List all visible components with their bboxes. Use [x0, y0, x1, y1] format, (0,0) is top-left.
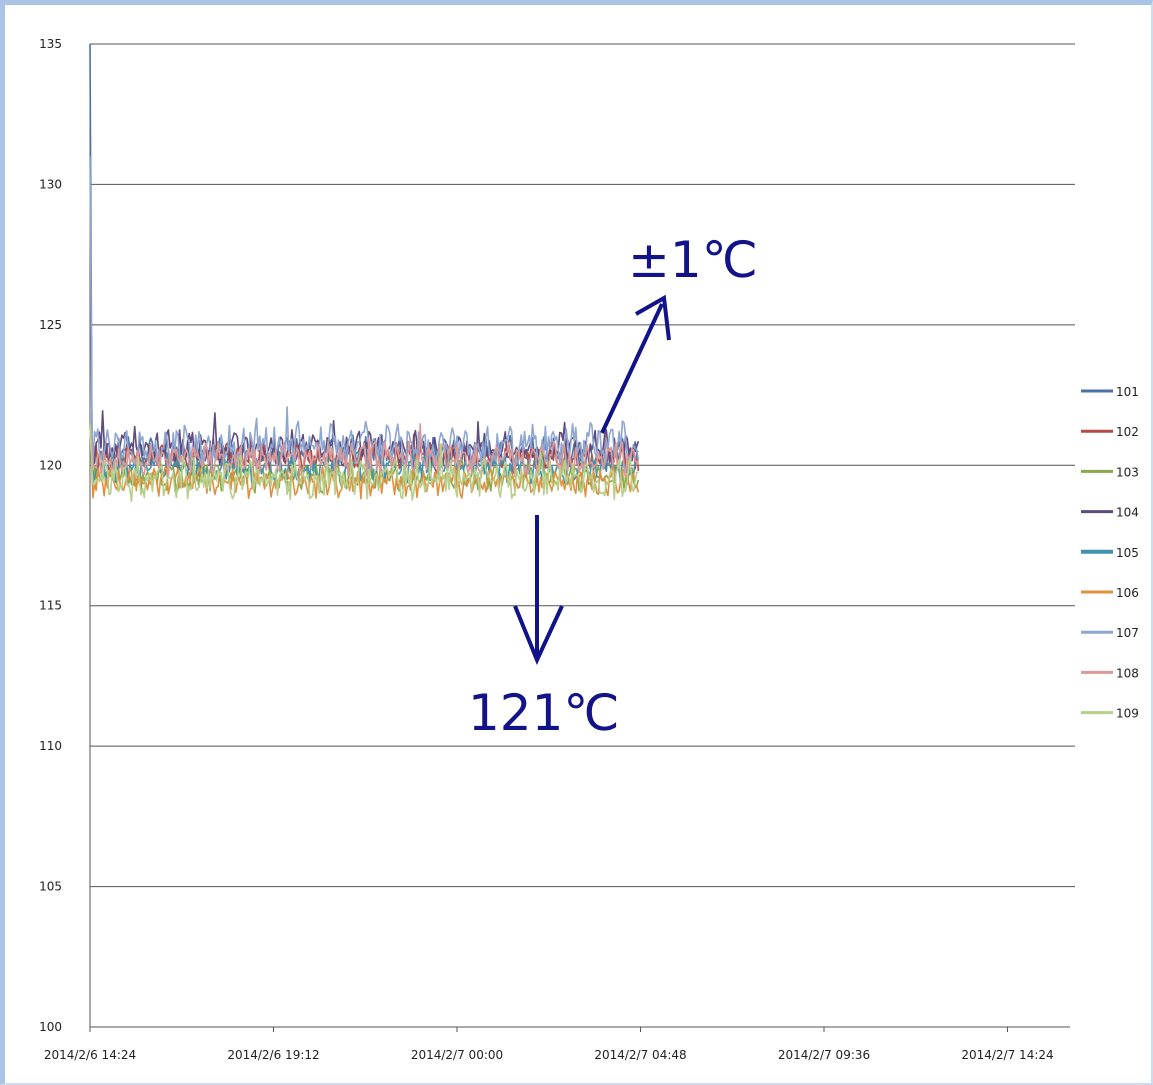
- x-tick-label: 2014/2/6 19:12: [227, 1048, 319, 1062]
- y-tick-label: 130: [39, 177, 62, 191]
- y-tick-label: 135: [39, 37, 62, 51]
- legend-label-107: 107: [1116, 626, 1139, 640]
- annotations: ±1℃ 121℃: [468, 231, 758, 742]
- x-tick-label: 2014/2/7 14:24: [961, 1048, 1053, 1062]
- y-tick-label: 110: [39, 739, 62, 753]
- y-tick-label: 105: [39, 880, 62, 894]
- down-arrow-head: [513, 605, 564, 666]
- y-tick-label: 120: [39, 458, 62, 472]
- axes: 100 105 110 115 120 125 130 135 2014/2/6 14:24 20…: [39, 37, 1070, 1062]
- legend-label-105: 105: [1116, 546, 1139, 560]
- y-tick-label: 125: [39, 318, 62, 332]
- setpoint-annotation: 121℃: [468, 684, 620, 742]
- legend-label-104: 104: [1116, 506, 1139, 520]
- series-line-107: [89, 156, 640, 472]
- series-line-109: [89, 423, 639, 503]
- x-tick-label: 2014/2/7 09:36: [778, 1048, 870, 1062]
- series-lines: [89, 43, 640, 503]
- series-line-101: [89, 43, 639, 474]
- legend-label-103: 103: [1116, 465, 1139, 479]
- legend-label-102: 102: [1116, 425, 1139, 439]
- series-line-108: [89, 423, 640, 479]
- y-tick-label: 100: [39, 1020, 62, 1034]
- legend-label-106: 106: [1116, 586, 1139, 600]
- legend-label-109: 109: [1116, 707, 1139, 721]
- legend: 101 102 103 104 105 106 107 108 109: [1081, 385, 1139, 721]
- tolerance-annotation: ±1℃: [628, 231, 758, 289]
- x-tick-label: 2014/2/7 00:00: [411, 1048, 503, 1062]
- legend-label-108: 108: [1116, 666, 1139, 680]
- x-tick-label: 2014/2/6 14:24: [44, 1048, 136, 1062]
- y-tick-label: 115: [39, 599, 62, 613]
- legend-label-101: 101: [1116, 385, 1139, 399]
- x-tick-label: 2014/2/7 04:48: [594, 1048, 686, 1062]
- up-arrow-shaft: [600, 303, 664, 434]
- up-arrow-head: [635, 294, 671, 341]
